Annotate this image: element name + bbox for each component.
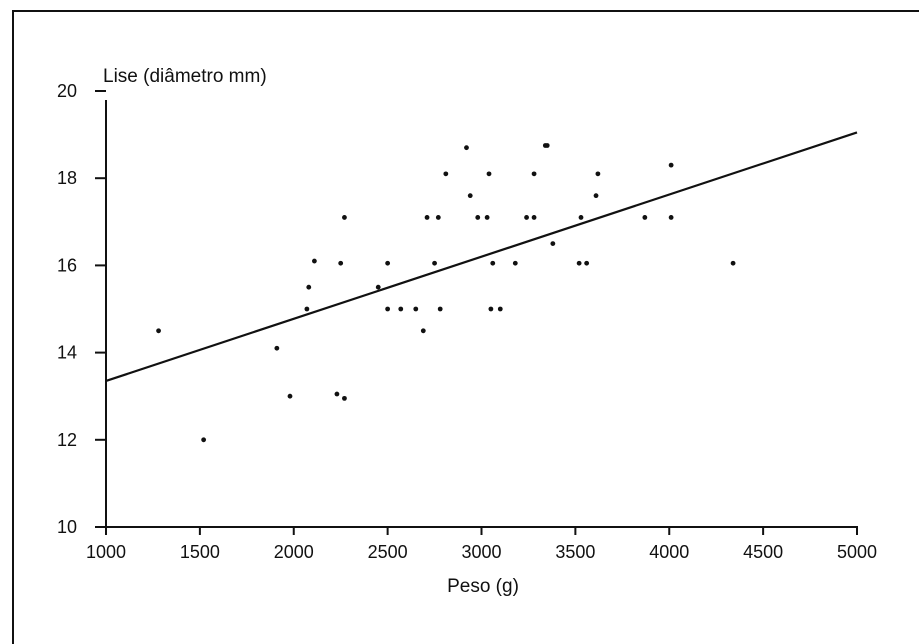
data-point <box>287 393 293 399</box>
data-point <box>490 260 496 266</box>
data-point <box>435 215 441 220</box>
data-point <box>578 215 584 220</box>
data-point <box>642 215 648 220</box>
data-point <box>584 260 590 266</box>
data-point <box>464 145 469 151</box>
data-point <box>334 391 340 397</box>
data-point <box>413 306 419 312</box>
data-point <box>593 193 599 199</box>
x-tick-label: 3500 <box>555 542 595 562</box>
data-point <box>550 241 556 247</box>
x-tick-label: 1000 <box>86 542 126 562</box>
x-tick-label: 5000 <box>837 542 877 562</box>
data-point <box>304 306 310 312</box>
data-point <box>475 215 481 220</box>
y-axis-label: Lise (diâmetro mm) <box>103 66 267 87</box>
data-point <box>432 260 437 266</box>
data-point <box>306 284 312 290</box>
data-point <box>486 171 492 177</box>
x-tick-label: 4000 <box>649 542 689 562</box>
data-point <box>467 193 473 199</box>
data-point <box>375 284 381 290</box>
data-point <box>531 215 537 220</box>
data-point <box>730 260 736 266</box>
chart-frame <box>12 10 919 644</box>
data-point <box>420 328 426 334</box>
y-tick-label: 10 <box>57 517 77 537</box>
data-point <box>443 171 449 177</box>
y-tick-label: 14 <box>57 343 77 363</box>
data-point <box>342 395 347 401</box>
axes <box>105 100 858 528</box>
data-point <box>201 437 207 443</box>
data-point <box>668 162 674 168</box>
x-tick-label: 4500 <box>743 542 783 562</box>
regression-line <box>105 131 858 382</box>
y-tick-label: 18 <box>57 168 77 188</box>
data-point <box>576 260 582 266</box>
data-point <box>398 306 404 312</box>
x-axis-label: Peso (g) <box>447 576 519 597</box>
data-point <box>595 171 601 177</box>
data-point <box>342 215 347 220</box>
data-point <box>497 306 503 312</box>
data-point <box>531 171 537 177</box>
data-point <box>156 328 161 334</box>
data-point <box>484 215 490 220</box>
y-tick-label: 12 <box>57 430 77 450</box>
data-point <box>437 306 443 312</box>
marks <box>105 131 858 443</box>
data-point <box>424 215 430 220</box>
data-point <box>512 260 518 266</box>
data-point <box>385 260 391 266</box>
data-point <box>385 306 391 312</box>
x-tick-label: 2000 <box>274 542 314 562</box>
data-point <box>524 215 529 220</box>
y-tick-label: 20 <box>57 81 77 101</box>
ticks: 1000 1500 2000 2500 3000 3500 4000 4500 5000 10 12… <box>57 81 877 562</box>
data-point <box>668 215 674 220</box>
data-point <box>488 306 494 312</box>
data-point <box>338 260 344 266</box>
x-tick-label: 3000 <box>461 542 501 562</box>
x-tick-label: 1500 <box>180 542 220 562</box>
data-point <box>544 143 550 148</box>
x-tick-label: 2500 <box>368 542 408 562</box>
y-tick-label: 16 <box>57 255 77 275</box>
data-point <box>312 258 317 264</box>
data-point <box>274 345 280 351</box>
